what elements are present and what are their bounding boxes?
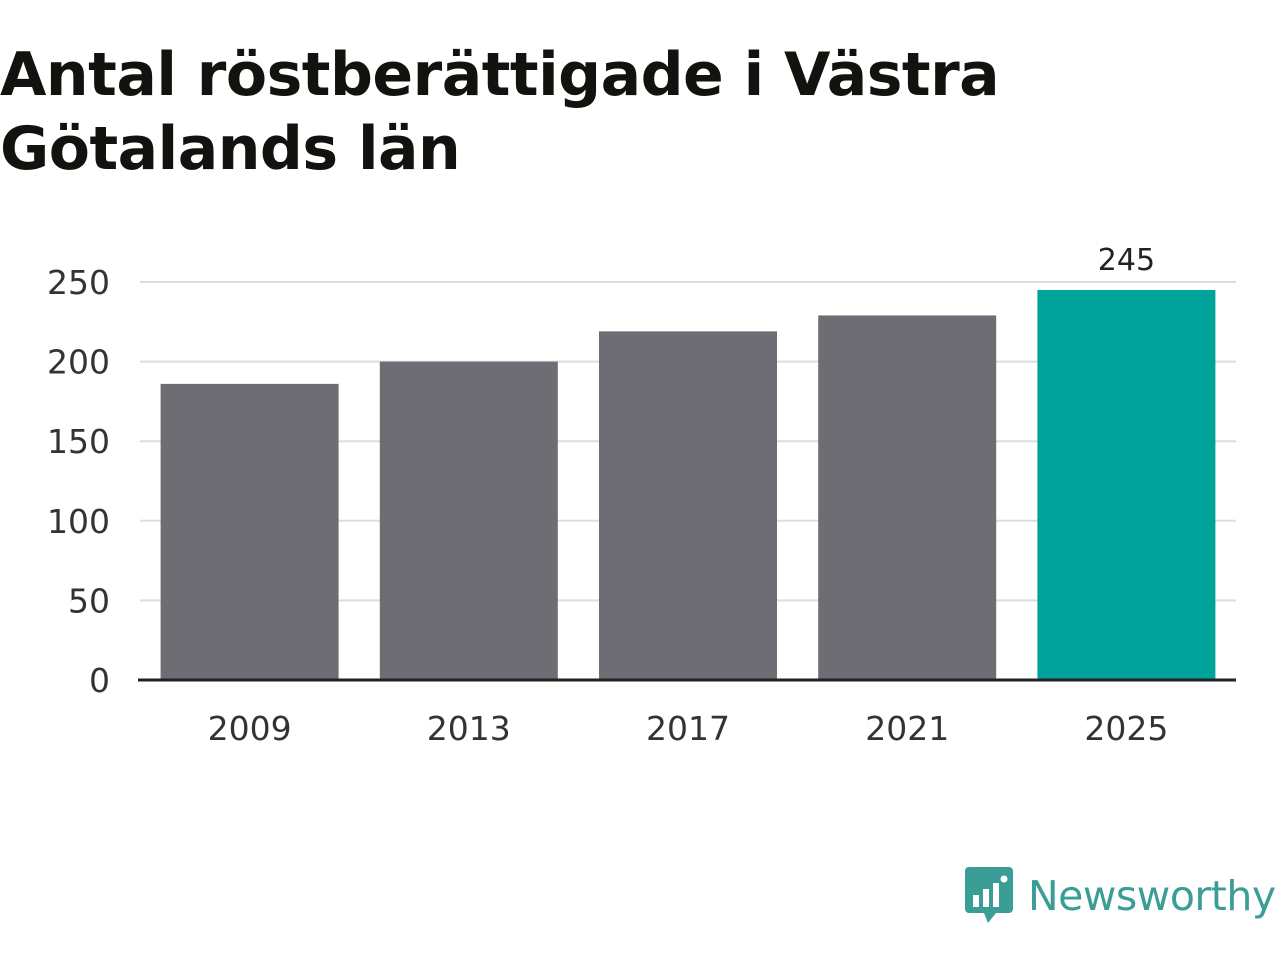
data-label-2025: 245 — [1098, 243, 1155, 278]
y-tick-label: 50 — [68, 581, 110, 620]
bar-chart: 0 50 100 150 200 250 2009 2013 2017 2021 2025 245 — [47, 243, 1236, 748]
bar-2021 — [818, 315, 997, 680]
x-tick-label: 2009 — [208, 709, 292, 748]
brand-name: Newsworthy — [1028, 872, 1276, 920]
y-tick-label: 200 — [47, 343, 110, 382]
y-axis-ticks: 0 50 100 150 200 250 — [47, 263, 110, 700]
x-axis-ticks: 2009 2013 2017 2021 2025 — [208, 709, 1169, 748]
x-tick-label: 2021 — [865, 709, 949, 748]
bars — [160, 289, 1216, 680]
bar-2009 — [160, 383, 339, 680]
y-tick-label: 0 — [89, 661, 110, 700]
brand-logo: Newsworthy — [964, 864, 1276, 928]
newsworthy-logo-icon — [965, 867, 1013, 923]
y-tick-label: 250 — [47, 263, 110, 302]
y-tick-label: 150 — [47, 422, 110, 461]
bar-2017 — [599, 331, 777, 680]
x-tick-label: 2017 — [646, 709, 730, 748]
bar-2013 — [379, 361, 558, 680]
x-tick-label: 2013 — [427, 709, 511, 748]
y-tick-label: 100 — [47, 502, 110, 541]
x-tick-label: 2025 — [1084, 709, 1168, 748]
chart-title: Antal röstberättigade i Västra Götalands… — [0, 40, 1000, 184]
bar-2025 — [1037, 289, 1216, 680]
data-labels: 245 — [1098, 243, 1155, 278]
